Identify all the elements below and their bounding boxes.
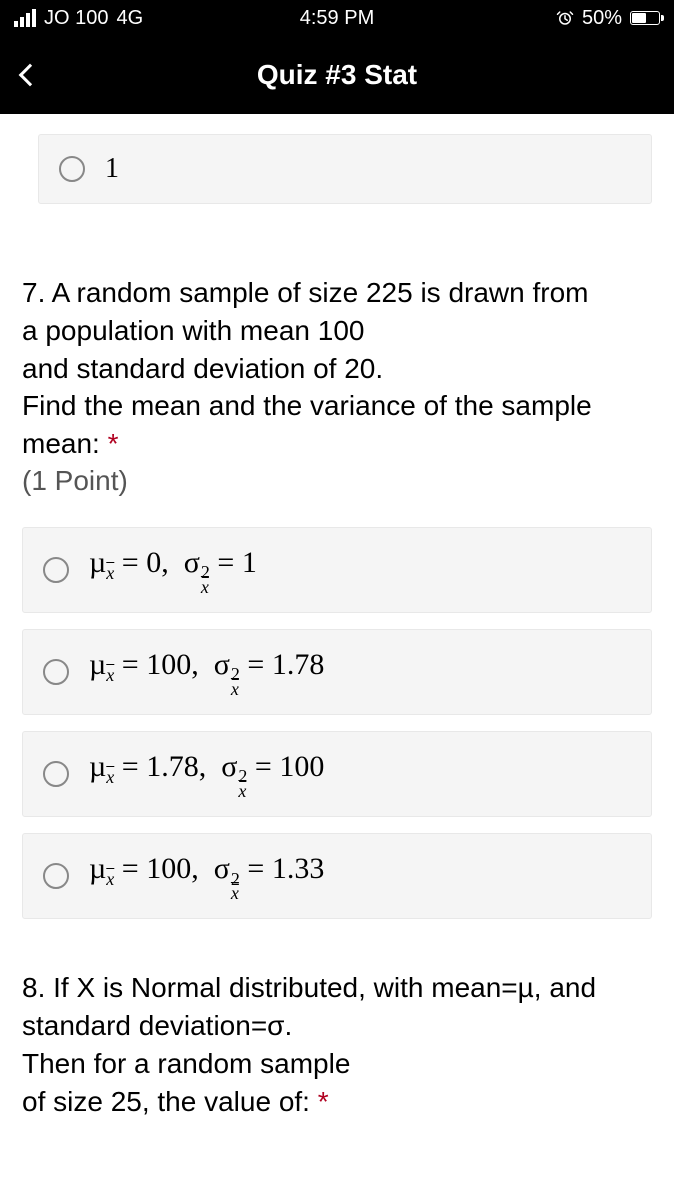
battery-fill <box>632 13 646 23</box>
prev-question-option[interactable]: 1 <box>38 134 652 204</box>
option-label: µx = 1.78, σ2x = 100 <box>89 750 324 798</box>
option-label: µx = 100, σ2x = 1.33 <box>89 852 324 900</box>
q7-points: (1 Point) <box>22 465 652 497</box>
q7-option-b[interactable]: µx = 100, σ2x = 1.78 <box>22 629 652 715</box>
q8-line2: Then for a random sample <box>22 1045 652 1083</box>
radio-icon <box>43 761 69 787</box>
page-title: Quiz #3 Stat <box>0 59 674 91</box>
battery-icon <box>630 11 660 25</box>
quiz-content: 1 7. A random sample of size 225 is draw… <box>0 114 674 1120</box>
question-8: 8. If X is Normal distributed, with mean… <box>22 969 652 1120</box>
status-bar: JO 100 4G 4:59 PM 50% <box>0 0 674 36</box>
chevron-left-icon <box>19 64 42 87</box>
q7-option-d[interactable]: µx = 100, σ2x = 1.33 <box>22 833 652 919</box>
q7-line3: and standard deviation of 20. <box>22 350 652 388</box>
alarm-icon <box>556 9 574 27</box>
radio-icon <box>43 863 69 889</box>
signal-icon <box>14 9 36 27</box>
q7-line2: a population with mean 100 <box>22 312 652 350</box>
option-label: 1 <box>105 153 119 185</box>
q7-option-a[interactable]: µx = 0, σ2x = 1 <box>22 527 652 613</box>
back-button[interactable] <box>0 36 60 114</box>
nav-bar: Quiz #3 Stat <box>0 36 674 114</box>
status-right: 50% <box>556 7 660 30</box>
status-left: JO 100 4G <box>14 7 143 30</box>
option-label: µx = 0, σ2x = 1 <box>89 546 257 594</box>
network-label: 4G <box>116 7 143 30</box>
q7-option-c[interactable]: µx = 1.78, σ2x = 100 <box>22 731 652 817</box>
battery-pct-label: 50% <box>582 7 622 30</box>
q7-line1: 7. A random sample of size 225 is drawn … <box>22 274 652 312</box>
question-7: 7. A random sample of size 225 is drawn … <box>22 274 652 497</box>
q8-line3: of size 25, the value of: * <box>22 1083 652 1121</box>
option-label: µx = 100, σ2x = 1.78 <box>89 648 324 696</box>
q8-line1: 8. If X is Normal distributed, with mean… <box>22 969 652 1045</box>
radio-icon <box>43 659 69 685</box>
required-marker: * <box>108 428 119 459</box>
required-marker: * <box>318 1086 329 1117</box>
radio-icon <box>59 156 85 182</box>
carrier-label: JO 100 <box>44 7 108 30</box>
radio-icon <box>43 557 69 583</box>
q7-line4: Find the mean and the variance of the sa… <box>22 387 652 463</box>
